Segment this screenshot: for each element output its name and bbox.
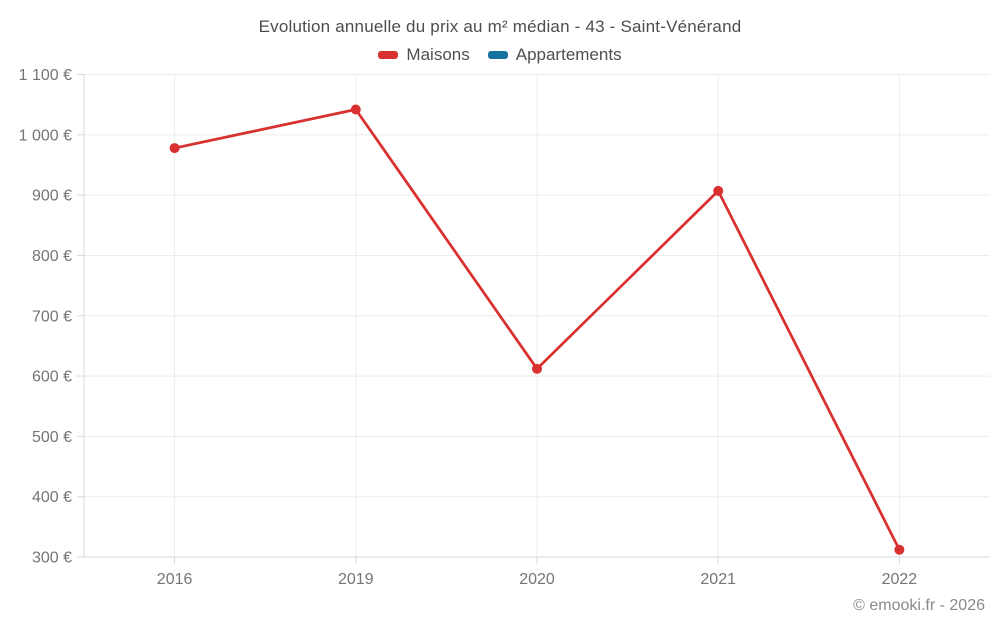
maisons-swatch-icon (378, 51, 399, 59)
y-tick-label: 900 € (32, 188, 72, 205)
x-tick-label: 2022 (882, 571, 918, 588)
y-tick-label: 700 € (32, 308, 72, 325)
chart-footer: © emooki.fr - 2026 (853, 597, 985, 614)
legend-label-maisons: Maisons (406, 45, 470, 64)
x-tick-label: 2020 (519, 571, 555, 588)
data-point-maisons-2019[interactable] (350, 104, 361, 115)
appartements-swatch-icon (487, 51, 508, 59)
data-point-maisons-2020[interactable] (532, 363, 542, 374)
chart-title: Evolution annuelle du prix au m² médian … (258, 17, 742, 36)
data-point-maisons-2021[interactable] (713, 185, 724, 196)
y-tick-label: 800 € (32, 248, 72, 265)
y-tick-label: 1 100 € (19, 67, 72, 84)
data-point-maisons-2022[interactable] (894, 544, 905, 555)
data-point-maisons-2016[interactable] (169, 143, 180, 154)
legend-item-maisons[interactable]: Maisons (378, 45, 470, 65)
y-tick-label: 400 € (32, 489, 72, 506)
y-tick-label: 600 € (32, 369, 72, 386)
legend-item-appartements[interactable]: Appartements (487, 45, 622, 65)
x-tick-label: 2019 (338, 571, 374, 588)
y-tick-label: 500 € (32, 429, 72, 446)
legend-label-appartements: Appartements (515, 45, 622, 64)
x-tick-label: 2016 (157, 571, 193, 588)
y-tick-label: 300 € (32, 550, 72, 567)
chart-legend: Maisons Appartements (0, 45, 1000, 65)
y-tick-label: 1 000 € (19, 127, 72, 144)
x-tick-label: 2021 (700, 571, 736, 588)
